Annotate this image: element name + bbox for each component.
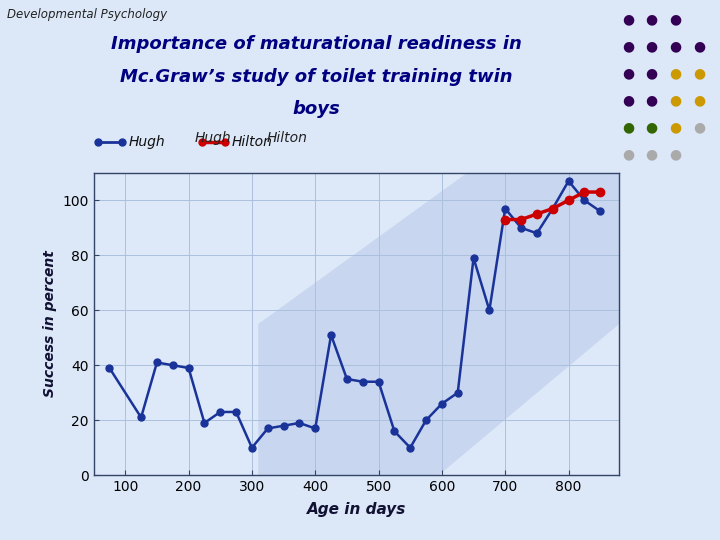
Text: ●: ● — [622, 93, 634, 107]
Text: ●: ● — [646, 147, 657, 161]
Text: ●: ● — [693, 39, 705, 53]
Text: ●: ● — [622, 120, 634, 134]
Text: ●: ● — [670, 39, 681, 53]
Text: Mc.Graw’s study of toilet training twin: Mc.Graw’s study of toilet training twin — [120, 68, 513, 85]
Text: Hugh: Hugh — [194, 131, 231, 145]
Text: ●: ● — [670, 66, 681, 80]
Text: ●: ● — [693, 120, 705, 134]
Text: Hugh: Hugh — [128, 135, 165, 148]
Text: ●: ● — [622, 12, 634, 26]
Y-axis label: Success in percent: Success in percent — [42, 251, 57, 397]
Text: ●: ● — [693, 66, 705, 80]
Text: boys: boys — [293, 100, 341, 118]
Text: ●: ● — [646, 39, 657, 53]
Text: ●: ● — [622, 66, 634, 80]
Text: ●: ● — [646, 120, 657, 134]
Text: Importance of maturational readiness in: Importance of maturational readiness in — [112, 35, 522, 53]
Text: ●: ● — [646, 12, 657, 26]
Text: Hilton: Hilton — [266, 131, 307, 145]
Text: ●: ● — [646, 66, 657, 80]
Text: ●: ● — [670, 12, 681, 26]
Text: ●: ● — [693, 93, 705, 107]
X-axis label: Age in days: Age in days — [307, 502, 406, 517]
Text: ●: ● — [622, 147, 634, 161]
Text: ●: ● — [670, 93, 681, 107]
Text: Developmental Psychology: Developmental Psychology — [7, 8, 167, 21]
Text: ●: ● — [670, 120, 681, 134]
Polygon shape — [258, 173, 619, 475]
Text: ●: ● — [646, 93, 657, 107]
Text: Hilton: Hilton — [232, 135, 273, 148]
Text: ●: ● — [622, 39, 634, 53]
Text: ●: ● — [670, 147, 681, 161]
